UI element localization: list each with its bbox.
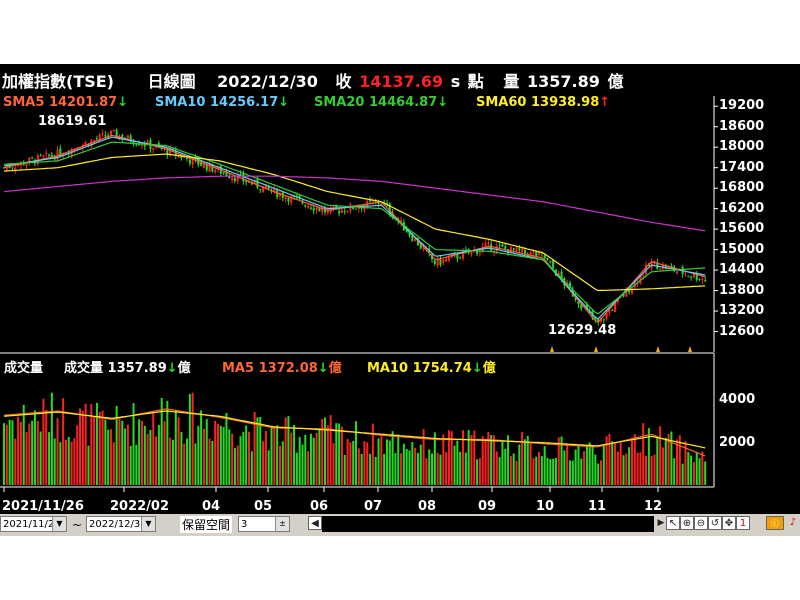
x-tick-label: 2021/11/26: [2, 499, 84, 514]
price-tick-label: 18000: [719, 139, 765, 155]
volume-unit: 億: [607, 72, 624, 91]
volume-panel-title: 成交量: [4, 361, 44, 376]
x-tick-label: 06: [310, 499, 329, 514]
scroll-left-button[interactable]: ◀: [308, 516, 322, 530]
chart-kind: 日線圖: [147, 72, 196, 91]
chart-window: [0, 64, 800, 536]
keep-space-label: 保留空間: [180, 516, 233, 533]
zoom-in-icon[interactable]: ⊕: [680, 516, 694, 530]
vol-ma5-legend: MA5 1372.08↓億: [222, 361, 342, 376]
zoom-level[interactable]: 1: [736, 516, 750, 530]
index-name: 加權指數(TSE): [2, 72, 114, 91]
vol-ma10-legend: MA10 1754.74↓億: [367, 361, 496, 376]
price-tick-label: 13800: [719, 282, 765, 298]
scroll-right-arrow[interactable]: ▶: [654, 516, 668, 530]
sma5-legend: SMA5 14201.87↓: [3, 95, 129, 110]
keep-space-stepper[interactable]: 3 ±: [238, 516, 290, 532]
volume-legend: 成交量 1357.89↓億: [64, 361, 191, 376]
price-tick-label: 15000: [719, 241, 765, 257]
price-tick-label: 19200: [719, 98, 765, 114]
price-tick-label: 17400: [719, 159, 765, 175]
chart-header: 加權指數(TSE) 日線圖 2022/12/30 收 14137.69 s 點 …: [2, 68, 625, 91]
price-tick-label: 14400: [719, 262, 765, 278]
x-tick-label: 2022/02: [110, 499, 170, 514]
volume-label: 量: [503, 72, 520, 91]
x-tick-label: 12: [644, 499, 663, 514]
low-annotation: 12629.48: [548, 323, 617, 338]
chevron-down-icon[interactable]: ▼: [141, 517, 155, 531]
volume-tick-label: 4000: [719, 392, 756, 408]
points-label: 點: [467, 72, 484, 91]
header-date: 2022/12/30: [217, 72, 318, 91]
time-scrollbar[interactable]: [322, 516, 654, 532]
cursor-icon[interactable]: ↖: [666, 516, 680, 530]
start-date-select[interactable]: 2021/11/26 ▼: [0, 516, 67, 532]
x-tick-label: 05: [254, 499, 273, 514]
x-tick-label: 04: [202, 499, 221, 514]
x-tick-label: 09: [478, 499, 497, 514]
chevron-down-icon[interactable]: ▼: [52, 517, 66, 531]
end-date-select[interactable]: 2022/12/30 ▼: [86, 516, 156, 532]
range-separator: ~: [72, 518, 83, 532]
x-tick-label: 07: [364, 499, 383, 514]
sma20-legend: SMA20 14464.87↓: [314, 95, 449, 110]
high-annotation: 18619.61: [38, 114, 107, 129]
price-tick-label: 16200: [719, 200, 765, 216]
close-suffix: s: [450, 72, 461, 91]
stepper-arrows-icon[interactable]: ±: [275, 517, 289, 531]
price-tick-label: 18600: [719, 118, 765, 134]
sma60-legend: SMA60 13938.98↑: [476, 95, 611, 110]
price-tick-label: 15600: [719, 221, 765, 237]
x-tick-label: 08: [418, 499, 437, 514]
pan-icon[interactable]: ✥: [722, 516, 736, 530]
price-tick-label: 12600: [719, 323, 765, 339]
price-tick-label: 16800: [719, 180, 765, 196]
price-tick-label: 13200: [719, 303, 765, 319]
volume-value: 1357.89: [526, 72, 600, 91]
bell-icon[interactable]: ♪: [786, 516, 800, 530]
logo-icon[interactable]: ⓒ: [766, 516, 784, 530]
close-label: 收: [335, 72, 352, 91]
x-tick-label: 10: [536, 499, 555, 514]
sma10-legend: SMA10 14256.17↓: [155, 95, 290, 110]
close-value: 14137.69: [359, 72, 444, 91]
zoom-out-icon[interactable]: ⊖: [694, 516, 708, 530]
reset-icon[interactable]: ↺: [708, 516, 722, 530]
volume-tick-label: 2000: [719, 434, 756, 450]
x-tick-label: 11: [588, 499, 607, 514]
